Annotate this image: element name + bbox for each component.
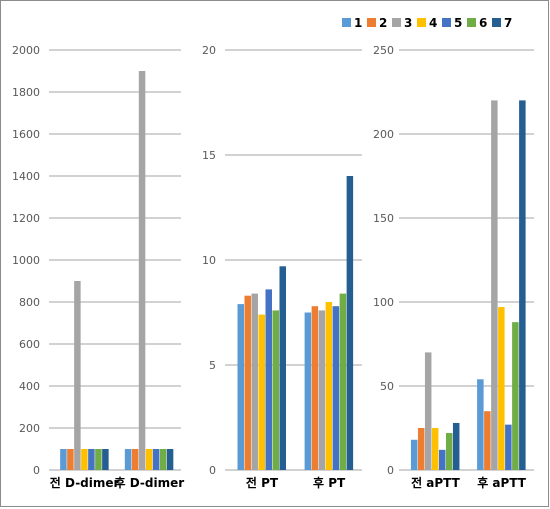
y-tick-label: 5 bbox=[209, 359, 216, 372]
y-tick-label: 0 bbox=[387, 464, 394, 477]
bar bbox=[519, 100, 526, 471]
x-category-label: 후 PT bbox=[313, 475, 346, 490]
x-category-label: 전 PT bbox=[246, 475, 279, 490]
bar bbox=[431, 428, 439, 470]
bar bbox=[318, 310, 326, 470]
bar bbox=[237, 304, 244, 470]
bar bbox=[346, 176, 354, 470]
bar bbox=[505, 424, 512, 470]
y-tick-label: 2000 bbox=[12, 44, 40, 57]
legend-swatch bbox=[342, 18, 351, 27]
bar bbox=[102, 449, 109, 470]
y-tick-label: 20 bbox=[202, 44, 216, 57]
bar bbox=[88, 449, 95, 470]
bar bbox=[74, 281, 81, 470]
bar bbox=[272, 310, 279, 470]
bar bbox=[325, 302, 333, 470]
bar bbox=[251, 293, 258, 470]
bar bbox=[339, 293, 347, 470]
bar bbox=[491, 100, 498, 471]
x-category-label: 후 D-dimer bbox=[114, 475, 184, 490]
bar bbox=[410, 439, 418, 470]
bar bbox=[131, 449, 139, 470]
bar bbox=[304, 312, 312, 470]
y-tick-label: 10 bbox=[202, 254, 216, 267]
legend-swatch bbox=[442, 18, 451, 27]
bar bbox=[498, 307, 505, 470]
x-category-label: 전 D-dimer bbox=[50, 475, 120, 490]
bar bbox=[95, 449, 102, 470]
bar bbox=[484, 411, 491, 470]
y-tick-label: 1800 bbox=[12, 86, 40, 99]
bar bbox=[512, 322, 519, 470]
y-tick-label: 15 bbox=[202, 149, 216, 162]
legend-label: 6 bbox=[479, 16, 487, 30]
y-tick-label: 200 bbox=[19, 422, 40, 435]
bar bbox=[279, 266, 286, 470]
legend-label: 5 bbox=[454, 16, 462, 30]
bar bbox=[244, 295, 251, 470]
y-tick-label: 100 bbox=[373, 296, 394, 309]
legend-swatch bbox=[492, 18, 501, 27]
y-tick-label: 800 bbox=[19, 296, 40, 309]
legend-swatch bbox=[367, 18, 376, 27]
bar bbox=[258, 314, 265, 470]
bar bbox=[138, 71, 146, 470]
bar bbox=[452, 422, 460, 470]
bar bbox=[417, 428, 425, 470]
legend-label: 2 bbox=[379, 16, 387, 30]
bar bbox=[159, 449, 167, 470]
bar bbox=[81, 449, 88, 470]
legend-swatch bbox=[417, 18, 426, 27]
bar bbox=[332, 306, 340, 470]
y-tick-label: 0 bbox=[209, 464, 216, 477]
bar bbox=[265, 289, 272, 470]
y-tick-label: 0 bbox=[33, 464, 40, 477]
bar bbox=[152, 449, 160, 470]
legend-label: 1 bbox=[354, 16, 362, 30]
y-tick-label: 1000 bbox=[12, 254, 40, 267]
bar bbox=[477, 379, 484, 470]
bar bbox=[166, 449, 174, 470]
bar bbox=[424, 352, 432, 470]
legend-label: 7 bbox=[504, 16, 512, 30]
legend-label: 3 bbox=[404, 16, 412, 30]
y-tick-label: 50 bbox=[380, 380, 394, 393]
bar bbox=[145, 449, 153, 470]
y-tick-label: 150 bbox=[373, 212, 394, 225]
bar bbox=[445, 433, 453, 470]
y-tick-label: 200 bbox=[373, 128, 394, 141]
y-tick-label: 1600 bbox=[12, 128, 40, 141]
bar bbox=[438, 449, 446, 470]
y-tick-label: 1200 bbox=[12, 212, 40, 225]
legend-label: 4 bbox=[429, 16, 437, 30]
legend-swatch bbox=[392, 18, 401, 27]
bar bbox=[67, 449, 74, 470]
bar bbox=[311, 306, 319, 470]
bar bbox=[124, 449, 132, 470]
y-tick-label: 250 bbox=[373, 44, 394, 57]
x-category-label: 후 aPTT bbox=[477, 475, 527, 490]
y-tick-label: 400 bbox=[19, 380, 40, 393]
y-tick-label: 600 bbox=[19, 338, 40, 351]
legend-swatch bbox=[467, 18, 476, 27]
bar bbox=[60, 449, 67, 470]
x-category-label: 전 aPTT bbox=[411, 475, 461, 490]
y-tick-label: 1400 bbox=[12, 170, 40, 183]
